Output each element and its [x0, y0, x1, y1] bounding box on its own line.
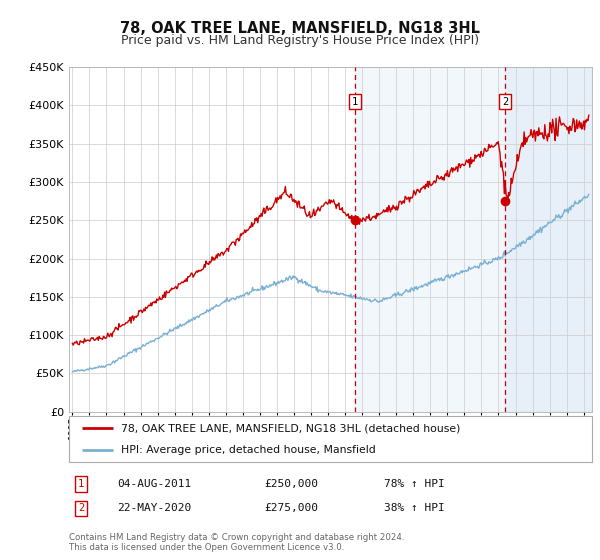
Text: This data is licensed under the Open Government Licence v3.0.: This data is licensed under the Open Gov…	[69, 543, 344, 552]
Bar	[355, 67, 592, 412]
Text: Contains HM Land Registry data © Crown copyright and database right 2024.: Contains HM Land Registry data © Crown c…	[69, 533, 404, 542]
Text: 78, OAK TREE LANE, MANSFIELD, NG18 3HL (detached house): 78, OAK TREE LANE, MANSFIELD, NG18 3HL (…	[121, 423, 461, 433]
Text: £250,000: £250,000	[264, 479, 318, 489]
Text: 22-MAY-2020: 22-MAY-2020	[117, 503, 191, 514]
Text: £275,000: £275,000	[264, 503, 318, 514]
Bar	[505, 67, 592, 412]
Text: 2: 2	[502, 97, 508, 106]
Text: 1: 1	[352, 97, 358, 106]
Text: 04-AUG-2011: 04-AUG-2011	[117, 479, 191, 489]
Text: 78, OAK TREE LANE, MANSFIELD, NG18 3HL: 78, OAK TREE LANE, MANSFIELD, NG18 3HL	[120, 21, 480, 36]
Text: 38% ↑ HPI: 38% ↑ HPI	[384, 503, 445, 514]
Text: 1: 1	[78, 479, 84, 489]
Text: HPI: Average price, detached house, Mansfield: HPI: Average price, detached house, Mans…	[121, 445, 376, 455]
Text: 78% ↑ HPI: 78% ↑ HPI	[384, 479, 445, 489]
Text: Price paid vs. HM Land Registry's House Price Index (HPI): Price paid vs. HM Land Registry's House …	[121, 34, 479, 46]
Text: 2: 2	[78, 503, 84, 514]
